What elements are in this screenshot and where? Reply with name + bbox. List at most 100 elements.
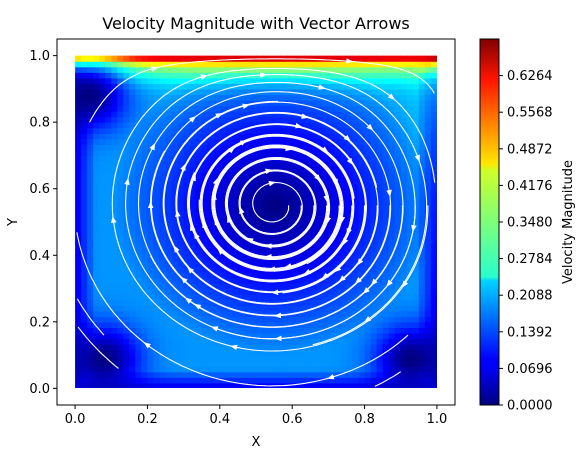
field-cell <box>117 111 124 117</box>
field-cell <box>220 333 227 339</box>
field-cell <box>93 266 100 272</box>
x-axis-ticks: 0.0 0.2 0.4 0.6 0.8 1.0 <box>65 405 448 427</box>
field-cell <box>166 305 173 311</box>
field-cell <box>298 327 305 333</box>
field-cell <box>93 338 100 344</box>
field-cell <box>117 316 124 322</box>
field-cell <box>111 355 118 361</box>
field-cell <box>105 344 112 350</box>
field-cell <box>407 338 414 344</box>
field-cell <box>431 289 438 295</box>
field-cell <box>425 250 432 256</box>
field-cell <box>286 272 293 278</box>
field-cell <box>135 361 142 367</box>
field-cell <box>413 350 420 356</box>
field-cell <box>214 333 221 339</box>
field-cell <box>371 72 378 78</box>
field-cell <box>383 56 390 62</box>
field-cell <box>256 294 263 300</box>
field-cell <box>81 205 88 211</box>
field-cell <box>135 266 142 272</box>
field-cell <box>81 239 88 245</box>
field-cell <box>135 167 142 173</box>
field-cell <box>268 222 275 228</box>
field-cell <box>256 205 263 211</box>
field-cell <box>153 311 160 317</box>
field-cell <box>147 300 154 306</box>
field-cell <box>371 244 378 250</box>
field-cell <box>274 283 281 289</box>
field-cell <box>395 128 402 134</box>
field-cell <box>365 128 372 134</box>
field-cell <box>389 261 396 267</box>
field-cell <box>334 316 341 322</box>
field-cell <box>425 333 432 339</box>
field-cell <box>147 366 154 372</box>
field-cell <box>280 355 287 361</box>
field-cell <box>166 361 173 367</box>
field-cell <box>214 355 221 361</box>
field-cell <box>178 338 185 344</box>
field-cell <box>395 189 402 195</box>
field-cell <box>352 361 359 367</box>
field-cell <box>244 255 251 261</box>
field-cell <box>135 311 142 317</box>
field-cell <box>346 338 353 344</box>
field-cell <box>99 322 106 328</box>
field-cell <box>431 194 438 200</box>
field-cell <box>232 167 239 173</box>
field-cell <box>238 361 245 367</box>
field-cell <box>190 338 197 344</box>
field-cell <box>262 67 269 73</box>
field-cell <box>250 377 257 383</box>
field-cell <box>111 261 118 267</box>
field-cell <box>250 117 257 123</box>
field-cell <box>184 372 191 378</box>
field-cell <box>141 333 148 339</box>
field-cell <box>401 294 408 300</box>
field-cell <box>352 372 359 378</box>
field-cell <box>413 61 420 67</box>
field-cell <box>431 78 438 84</box>
field-cell <box>407 366 414 372</box>
field-cell <box>111 122 118 128</box>
field-cell <box>413 94 420 100</box>
field-cell <box>117 361 124 367</box>
streamline-arrow <box>177 213 178 217</box>
field-cell <box>75 89 82 95</box>
field-cell <box>129 78 136 84</box>
field-cell <box>407 261 414 267</box>
field-cell <box>268 294 275 300</box>
field-cell <box>425 377 432 383</box>
field-cell <box>202 144 209 150</box>
field-cell <box>160 172 167 178</box>
field-cell <box>99 228 106 234</box>
field-cell <box>93 300 100 306</box>
field-cell <box>395 155 402 161</box>
field-cell <box>419 67 426 73</box>
field-cell <box>334 67 341 73</box>
y-tick-label: 0.4 <box>29 249 50 264</box>
field-cell <box>135 61 142 67</box>
field-cell <box>87 200 94 206</box>
field-cell <box>141 222 148 228</box>
field-cell <box>166 216 173 222</box>
field-cell <box>232 211 239 217</box>
field-cell <box>352 333 359 339</box>
field-cell <box>346 61 353 67</box>
field-cell <box>425 106 432 112</box>
field-cell <box>365 228 372 234</box>
field-cell <box>190 322 197 328</box>
field-cell <box>75 277 82 283</box>
field-cell <box>377 106 384 112</box>
field-cell <box>87 139 94 145</box>
field-cell <box>274 122 281 128</box>
field-cell <box>232 327 239 333</box>
field-cell <box>129 139 136 145</box>
field-cell <box>111 327 118 333</box>
field-cell <box>377 150 384 156</box>
field-cell <box>214 106 221 112</box>
field-cell <box>401 372 408 378</box>
field-cell <box>93 244 100 250</box>
field-cell <box>359 122 366 128</box>
